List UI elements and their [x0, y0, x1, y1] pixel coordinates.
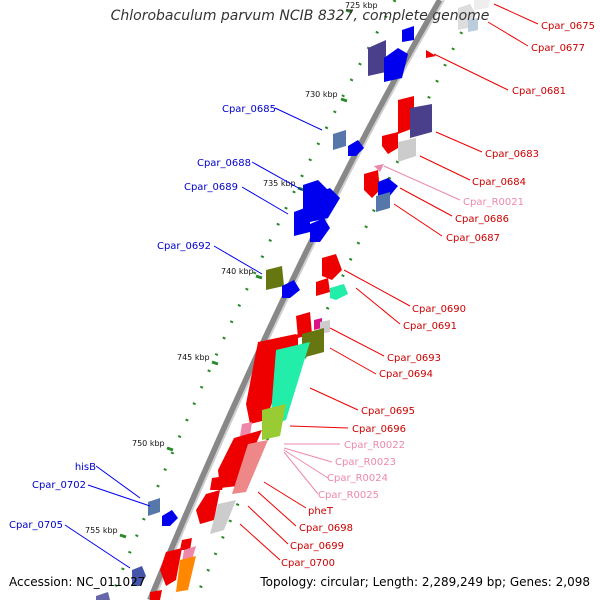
gene-label-cpar-0690: Cpar_0690 [412, 304, 466, 315]
gene-feature [410, 104, 432, 138]
genome-summary: Topology: circular; Length: 2,289,249 bp… [260, 575, 590, 589]
gene-feature [374, 164, 384, 172]
gene-label-cpar-0694: Cpar_0694 [379, 369, 433, 380]
gene-label-cpar-r0025: Cpar_R0025 [318, 490, 379, 501]
gene-label-phet: pheT [308, 506, 334, 517]
gene-feature [96, 592, 110, 600]
gene-label-cpar-0689: Cpar_0689 [184, 182, 238, 193]
gene-feature [266, 266, 284, 290]
gene-label-cpar-r0023: Cpar_R0023 [335, 457, 396, 468]
scale-label: 755 kbp [85, 526, 118, 535]
gene-feature [196, 490, 220, 524]
left-leaders [64, 107, 323, 569]
gene-label-cpar-0705: Cpar_0705 [9, 520, 63, 531]
gene-label-cpar-0687: Cpar_0687 [446, 233, 500, 244]
scale-label: 750 kbp [132, 439, 165, 448]
gene-feature [162, 510, 178, 526]
gene-feature [468, 18, 478, 32]
gene-feature [322, 254, 342, 280]
gene-feature [294, 206, 310, 236]
gene-feature [270, 342, 310, 426]
gene-feature [160, 548, 182, 586]
gene-label-cpar-0691: Cpar_0691 [403, 321, 457, 332]
gene-feature [310, 218, 330, 242]
gene-feature [282, 280, 300, 298]
gene-feature [310, 188, 340, 222]
gene-feature [474, 0, 490, 10]
gene-feature [232, 440, 268, 494]
gene-feature [148, 498, 160, 516]
genome-backbone [147, 0, 443, 600]
gene-label-cpar-0700: Cpar_0700 [281, 558, 335, 569]
gene-feature [378, 178, 398, 198]
map-title: Chlorobaculum parvum NCIB 8327, complete… [110, 8, 490, 24]
gene-label-cpar-0693: Cpar_0693 [387, 353, 441, 364]
gene-feature [458, 4, 476, 30]
gene-feature [150, 590, 162, 600]
gene-label-cpar-0695: Cpar_0695 [361, 406, 415, 417]
gene-label-hisb: hisB [75, 462, 96, 473]
gene-feature [262, 404, 286, 440]
gene-feature [384, 48, 408, 82]
gene-label-cpar-0696: Cpar_0696 [352, 424, 406, 435]
track-dotted-outer [193, 0, 480, 600]
right-leaders [239, 3, 539, 561]
right-labels: Cpar_0675 Cpar_0677 Cpar_0681 Cpar_0683 … [281, 21, 595, 569]
gene-feature [382, 132, 398, 154]
gene-label-cpar-0675: Cpar_0675 [541, 21, 595, 32]
gene-label-cpar-0684: Cpar_0684 [472, 177, 526, 188]
gene-label-cpar-r0022: Cpar_R0022 [344, 440, 405, 451]
gene-feature [316, 278, 330, 296]
gene-feature [210, 476, 226, 490]
gene-label-cpar-r0024: Cpar_R0024 [327, 473, 388, 484]
gene-label-cpar-0698: Cpar_0698 [299, 523, 353, 534]
gene-label-cpar-0685: Cpar_0685 [222, 104, 276, 115]
gene-feature [398, 138, 416, 162]
gene-label-cpar-0702: Cpar_0702 [32, 480, 86, 491]
gene-label-cpar-0692: Cpar_0692 [157, 241, 211, 252]
gene-label-cpar-0681: Cpar_0681 [512, 86, 566, 97]
gene-feature [426, 50, 436, 58]
gene-feature [132, 566, 146, 586]
scale-label: 730 kbp [305, 90, 338, 99]
gene-feature [302, 328, 324, 358]
gene-label-cpar-0688: Cpar_0688 [197, 158, 251, 169]
gene-feature [210, 500, 236, 534]
scale-label: 735 kbp [263, 179, 296, 188]
gene-feature [240, 422, 252, 436]
scale-label: 745 kbp [177, 353, 210, 362]
gene-feature [402, 26, 414, 42]
reverse-features [150, 0, 490, 600]
gene-label-cpar-0699: Cpar_0699 [290, 541, 344, 552]
gene-feature [176, 556, 196, 592]
left-labels: Cpar_0685 Cpar_0688 Cpar_0689 Cpar_0692 … [9, 104, 276, 531]
accession-label: Accession: NC_011027 [9, 575, 146, 589]
gene-label-cpar-0677: Cpar_0677 [531, 43, 585, 54]
gene-feature [364, 170, 380, 198]
gene-feature [368, 40, 386, 76]
gene-feature [333, 130, 346, 150]
gene-label-cpar-0686: Cpar_0686 [455, 214, 509, 225]
gene-feature [296, 312, 312, 338]
scale-label: 740 kbp [221, 267, 254, 276]
gene-feature [376, 192, 390, 212]
gene-label-cpar-r0021: Cpar_R0021 [463, 197, 524, 208]
scale-label: 725 kbp [345, 1, 378, 10]
forward-features [96, 26, 414, 600]
gene-feature [180, 538, 192, 550]
genome-backbone-highlight [153, 0, 445, 600]
gene-label-cpar-0683: Cpar_0683 [485, 149, 539, 160]
gene-feature [348, 140, 364, 156]
gene-feature [330, 284, 348, 300]
